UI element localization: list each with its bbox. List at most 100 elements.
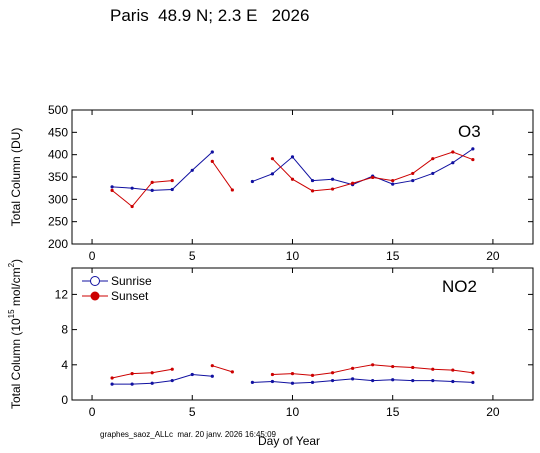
no2-sunset-point	[230, 370, 234, 374]
o3-sunrise-point	[110, 185, 114, 189]
o3-y-tick-label: 400	[48, 148, 68, 162]
o3-x-tick-label: 20	[486, 249, 500, 263]
no2-panel-title: NO2	[442, 277, 477, 296]
no2-sunrise-point	[330, 379, 335, 383]
no2-sunset-line	[111, 368, 173, 379]
o3-sunrise-line	[252, 148, 474, 186]
o3-y-tick-label: 200	[48, 237, 68, 251]
no2-sunrise-point	[391, 378, 395, 382]
no2-sunrise-point	[270, 379, 275, 384]
no2-plot-frame	[71, 267, 534, 401]
o3-y-tick-label: 300	[48, 192, 68, 206]
o3-sunset-point	[391, 178, 395, 183]
o3-sunrise-point	[290, 155, 295, 159]
no2-sunset-point	[431, 367, 435, 371]
no2-sunset-point	[110, 376, 114, 380]
footer-stamp: graphes_saoz_ALLc mar. 20 janv. 2026 16:…	[100, 430, 276, 439]
o3-sunset-point	[110, 188, 114, 192]
no2-sunrise-point	[371, 379, 375, 383]
legend-marker-sunset	[90, 291, 100, 301]
legend-label-sunrise: Sunrise	[111, 274, 152, 288]
o3-sunrise-point	[451, 161, 455, 165]
no2-sunset-point	[150, 371, 154, 375]
no2-sunrise-point	[210, 374, 214, 378]
no2-sunrise-point	[351, 377, 355, 381]
no2-sunset-point	[210, 364, 214, 368]
no2-x-tick-label: 15	[386, 405, 400, 419]
o3-sunrise-point	[270, 172, 275, 176]
no2-sunset-point	[471, 371, 475, 375]
o3-sunrise-point	[471, 147, 475, 151]
no2-sunset-point	[270, 372, 275, 377]
no2-x-tick-label: 20	[486, 405, 500, 419]
o3-sunset-point	[290, 177, 295, 181]
chart-title: Paris 48.9 N; 2.3 E 2026	[110, 6, 310, 25]
o3-sunset-point	[471, 157, 475, 162]
o3-sunset-point	[130, 204, 134, 209]
o3-sunrise-point	[190, 168, 194, 172]
o3-sunset-point	[351, 181, 355, 185]
o3-sunrise-point	[431, 171, 435, 176]
o3-sunset-point	[310, 189, 315, 193]
no2-y-tick-label: 0	[61, 393, 68, 407]
no2-sunrise-line	[252, 378, 473, 384]
o3-sunset-point	[230, 188, 234, 192]
no2-sunrise-point	[170, 379, 174, 383]
no2-sunset-point	[451, 368, 455, 372]
o3-sunrise-point	[391, 182, 395, 186]
no2-sunrise-point	[250, 380, 254, 384]
o3-sunset-point	[411, 171, 415, 176]
no2-sunrise-point	[110, 382, 114, 386]
no2-sunset-point	[391, 364, 395, 369]
legend-label-sunset: Sunset	[111, 289, 149, 303]
no2-sunrise-point	[290, 381, 295, 385]
o3-sunset-point	[170, 178, 174, 183]
o3-y-tick-label: 450	[48, 125, 68, 139]
no2-y-tick-label: 4	[61, 358, 68, 372]
o3-x-tick-label: 5	[189, 249, 196, 263]
o3-sunset-point	[150, 180, 154, 184]
o3-x-tick-label: 10	[286, 249, 300, 263]
o3-sunrise-point	[130, 186, 134, 190]
no2-sunset-point	[330, 371, 335, 375]
no2-sunset-point	[170, 367, 174, 371]
o3-sunset-point	[270, 157, 275, 161]
o3-sunrise-point	[250, 179, 254, 184]
o3-sunset-point	[371, 175, 375, 180]
no2-sunrise-point	[150, 381, 154, 385]
o3-sunset-point	[330, 187, 335, 191]
o3-x-tick-label: 0	[89, 249, 96, 263]
o3-sunset-point	[451, 150, 455, 154]
no2-y-axis-label: Total Column (1015 mol/cm2)	[7, 259, 23, 409]
no2-y-tick-label: 12	[55, 287, 69, 301]
o3-x-tick-label: 15	[386, 249, 400, 263]
no2-sunrise-point	[130, 382, 134, 386]
no2-sunrise-line	[112, 373, 213, 385]
o3-sunrise-point	[411, 178, 415, 183]
no2-sunrise-point	[431, 379, 435, 383]
o3-sunset-point	[210, 159, 214, 163]
no2-sunset-point	[351, 366, 355, 370]
no2-sunset-point	[371, 363, 375, 367]
o3-sunrise-point	[330, 177, 335, 181]
o3-sunrise-point	[310, 178, 315, 183]
no2-sunrise-point	[471, 380, 475, 384]
o3-y-tick-label: 500	[48, 103, 68, 117]
no2-sunrise-point	[190, 372, 194, 377]
no2-sunset-point	[290, 372, 295, 376]
no2-sunset-point	[310, 373, 315, 377]
o3-sunrise-point	[170, 187, 174, 192]
o3-y-axis-label: Total Column (DU)	[9, 128, 23, 227]
o3-sunset-line	[272, 151, 474, 192]
no2-sunset-line	[212, 365, 233, 373]
no2-sunset-point	[411, 365, 415, 370]
legend-marker-sunrise	[90, 276, 100, 286]
no2-x-tick-label: 10	[286, 405, 300, 419]
o3-y-tick-label: 350	[48, 170, 68, 184]
x-axis-label: Day of Year	[258, 434, 321, 448]
no2-sunrise-point	[411, 379, 415, 383]
o3-y-tick-label: 250	[48, 215, 68, 229]
no2-sunset-point	[130, 372, 134, 376]
o3-sunset-line	[211, 161, 233, 191]
